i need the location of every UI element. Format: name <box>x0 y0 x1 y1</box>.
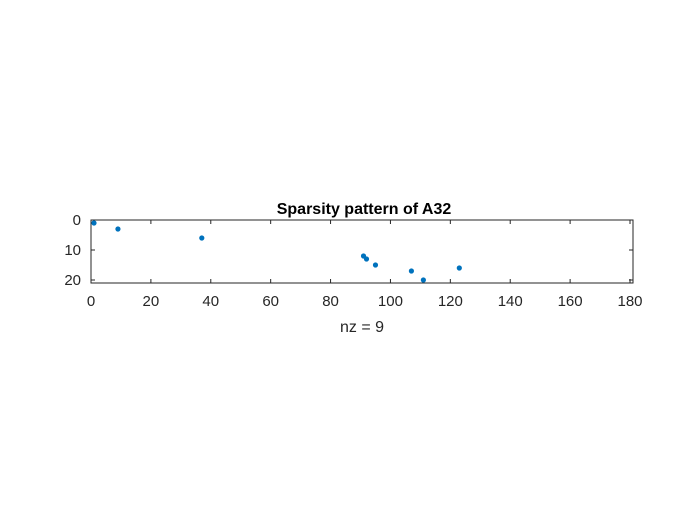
x-tick-label: 60 <box>262 293 279 310</box>
x-tick-label: 160 <box>558 293 583 310</box>
nonzero-point <box>91 220 97 226</box>
nonzero-point <box>199 235 205 241</box>
nonzero-point <box>420 277 426 283</box>
x-tick-label: 140 <box>498 293 523 310</box>
nonzero-point <box>408 268 415 274</box>
x-tick-label: 20 <box>143 293 160 310</box>
plot-area-frame <box>90 219 634 284</box>
y-tick-label: 20 <box>64 272 81 289</box>
x-tick-label: 100 <box>378 293 403 310</box>
sparsity-points <box>91 220 462 283</box>
y-axis-ticks: 0 10 20 <box>64 212 633 289</box>
x-axis-ticks: 0 20 40 60 80 100 120 140 160 180 <box>87 220 643 310</box>
y-tick-label: 10 <box>64 242 81 259</box>
x-tick-label: 180 <box>617 293 642 310</box>
nonzero-point <box>456 265 462 271</box>
x-tick-label: 80 <box>322 293 339 310</box>
x-tick-label: 0 <box>87 293 95 310</box>
nonzero-point <box>363 256 370 262</box>
x-tick-label: 120 <box>438 293 463 310</box>
x-tick-label: 40 <box>202 293 219 310</box>
chart-title: Sparsity pattern of A32 <box>277 201 452 218</box>
nonzero-point <box>372 262 379 268</box>
x-axis-label: nz = 9 <box>340 319 384 336</box>
y-tick-label: 0 <box>73 212 81 229</box>
nonzero-point <box>115 226 121 232</box>
